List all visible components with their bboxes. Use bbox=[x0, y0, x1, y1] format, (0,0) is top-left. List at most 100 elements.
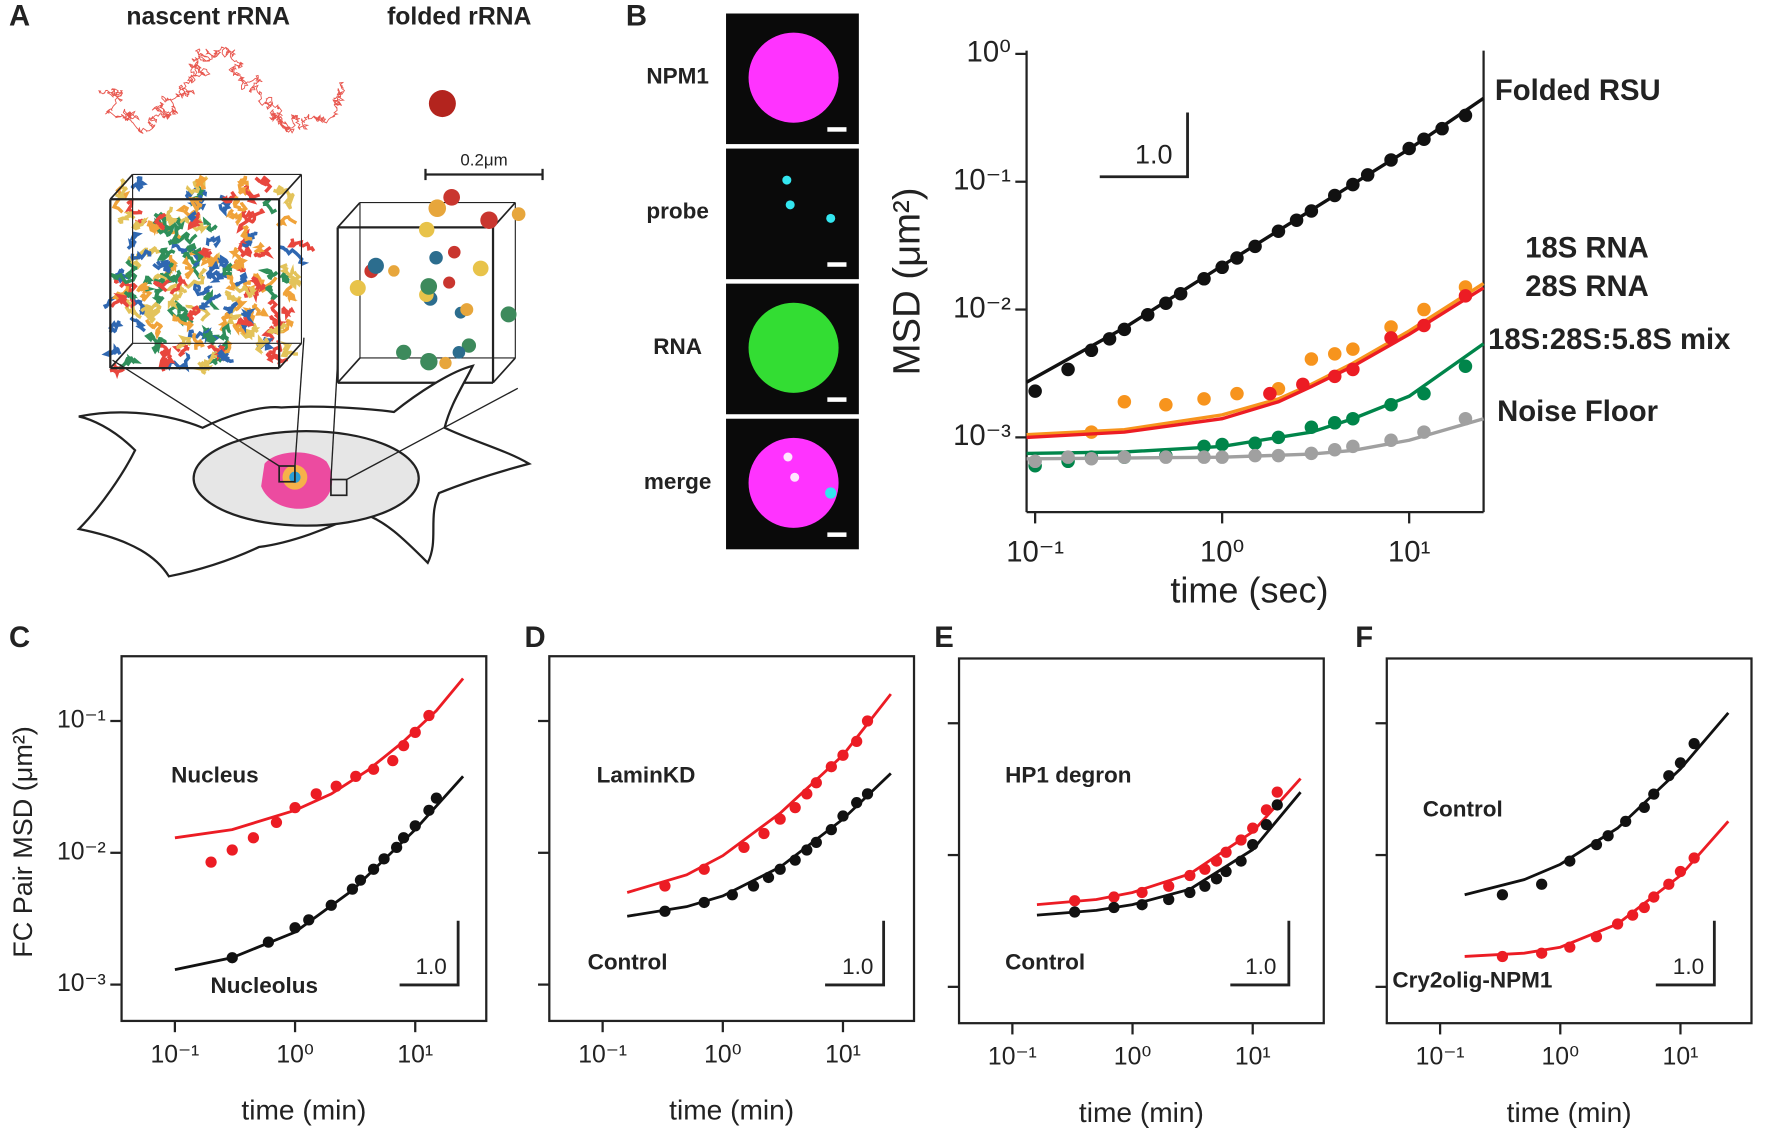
micrographs bbox=[726, 13, 859, 550]
panel-title: folded rRNA bbox=[387, 4, 531, 31]
data-point bbox=[1327, 347, 1342, 361]
chain-blob bbox=[156, 247, 176, 262]
data-point bbox=[762, 871, 775, 884]
chain-blob bbox=[101, 343, 122, 358]
data-point bbox=[861, 715, 874, 727]
chain-blob bbox=[117, 211, 136, 224]
data-point bbox=[851, 735, 863, 748]
data-point bbox=[1663, 770, 1675, 782]
scale-bar bbox=[825, 920, 886, 987]
data-point bbox=[1248, 436, 1262, 450]
ribosome bbox=[429, 251, 443, 265]
plot-frame bbox=[548, 655, 916, 1023]
ribosome bbox=[461, 338, 477, 353]
data-point bbox=[1159, 296, 1173, 311]
cube-edge bbox=[109, 173, 134, 200]
chain-blob bbox=[235, 316, 255, 327]
data-point bbox=[758, 827, 770, 840]
fit-line bbox=[1036, 791, 1302, 917]
plot-frame bbox=[1385, 657, 1753, 1025]
chain-blob bbox=[240, 225, 253, 242]
chain-blob bbox=[278, 245, 310, 266]
data-point bbox=[1247, 822, 1259, 834]
chain-blob bbox=[130, 175, 148, 193]
data-point bbox=[1199, 880, 1211, 892]
data-point bbox=[1638, 901, 1650, 914]
scale-bar-label: 1.0 bbox=[1245, 954, 1276, 979]
chain-blob bbox=[262, 197, 278, 215]
chain-blob bbox=[278, 263, 295, 280]
data-point bbox=[1069, 895, 1081, 907]
data-point bbox=[1184, 869, 1196, 882]
ribosome bbox=[428, 199, 447, 218]
ribosome bbox=[511, 207, 526, 221]
x-tick-label: 10⁰ bbox=[704, 1041, 742, 1068]
scale-bar-label: 1.0 bbox=[1673, 954, 1704, 979]
data-point bbox=[1384, 331, 1398, 345]
data-point bbox=[1327, 416, 1342, 430]
data-point bbox=[397, 740, 410, 752]
cube-edge bbox=[278, 342, 303, 369]
data-point bbox=[1084, 452, 1099, 466]
x-tick-label: 10⁰ bbox=[1542, 1044, 1580, 1071]
data-point bbox=[1220, 846, 1232, 858]
chain-blob bbox=[124, 197, 143, 216]
data-point bbox=[1102, 332, 1117, 346]
chain-blob bbox=[123, 259, 138, 281]
data-point bbox=[270, 816, 283, 829]
chain-blob bbox=[123, 290, 139, 300]
scale-bar-label: 1.0 bbox=[1135, 140, 1173, 170]
chain-blob bbox=[186, 305, 201, 321]
x-tick-label: 10⁻¹ bbox=[988, 1044, 1037, 1071]
data-point bbox=[303, 914, 315, 926]
chain-blob bbox=[234, 271, 248, 287]
data-point bbox=[378, 853, 390, 865]
data-point bbox=[1197, 439, 1211, 454]
scale-bar bbox=[827, 397, 847, 402]
chain-blob bbox=[279, 341, 299, 358]
chain-blob bbox=[217, 311, 233, 332]
probe-signal bbox=[785, 200, 795, 210]
x-axis-label: time (min) bbox=[241, 1095, 366, 1126]
fit-line bbox=[1036, 777, 1302, 907]
data-point bbox=[1564, 855, 1576, 867]
chain-blob bbox=[110, 292, 130, 308]
chain-blob bbox=[181, 255, 195, 280]
panel-letter: D bbox=[525, 622, 546, 654]
ribosome bbox=[500, 306, 517, 323]
ribosome bbox=[439, 356, 452, 370]
chain bbox=[98, 46, 346, 134]
data-point bbox=[1304, 446, 1319, 461]
chain-blob bbox=[205, 235, 221, 249]
data-point bbox=[1590, 838, 1603, 851]
data-point bbox=[1271, 224, 1286, 238]
chain-blob bbox=[205, 269, 228, 283]
data-point bbox=[810, 836, 822, 848]
y-tick-label: 10⁰ bbox=[967, 37, 1011, 69]
chain-blob bbox=[253, 245, 274, 260]
series-label: Folded RSU bbox=[1495, 75, 1661, 107]
data-point bbox=[1230, 386, 1244, 401]
data-point bbox=[1402, 141, 1416, 156]
x-tick-label: 10⁻¹ bbox=[150, 1041, 199, 1068]
x-tick-label: 10¹ bbox=[1388, 537, 1431, 569]
chain-blob bbox=[197, 247, 213, 259]
rrna-chain bbox=[98, 46, 346, 134]
chain-blob bbox=[158, 342, 172, 357]
data-point bbox=[1117, 322, 1132, 337]
data-point bbox=[1140, 308, 1155, 322]
data-point bbox=[1458, 289, 1473, 303]
y-tick-label: 10⁻¹ bbox=[953, 164, 1011, 196]
chain-blob bbox=[231, 297, 248, 312]
chain-blob bbox=[152, 278, 172, 293]
data-point bbox=[1327, 188, 1342, 203]
data-point bbox=[1435, 121, 1449, 136]
y-tick-label: 10⁻¹ bbox=[57, 707, 106, 734]
chain-blob bbox=[172, 313, 194, 333]
chain-blob bbox=[185, 175, 209, 196]
series-label: LaminKD bbox=[597, 763, 696, 788]
panel-letter: A bbox=[9, 1, 30, 33]
fit-line bbox=[626, 772, 892, 918]
data-point bbox=[1296, 377, 1310, 392]
